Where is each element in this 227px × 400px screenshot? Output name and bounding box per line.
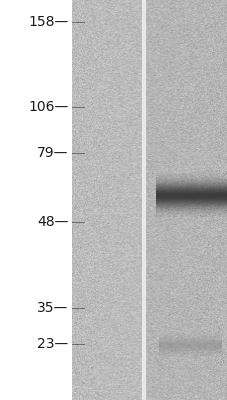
Text: 48—: 48— [37,215,68,229]
Text: 23—: 23— [37,337,68,351]
Text: 79—: 79— [37,146,68,160]
Text: 158—: 158— [28,15,68,29]
Text: 106—: 106— [28,100,68,114]
Text: 35—: 35— [37,301,68,315]
